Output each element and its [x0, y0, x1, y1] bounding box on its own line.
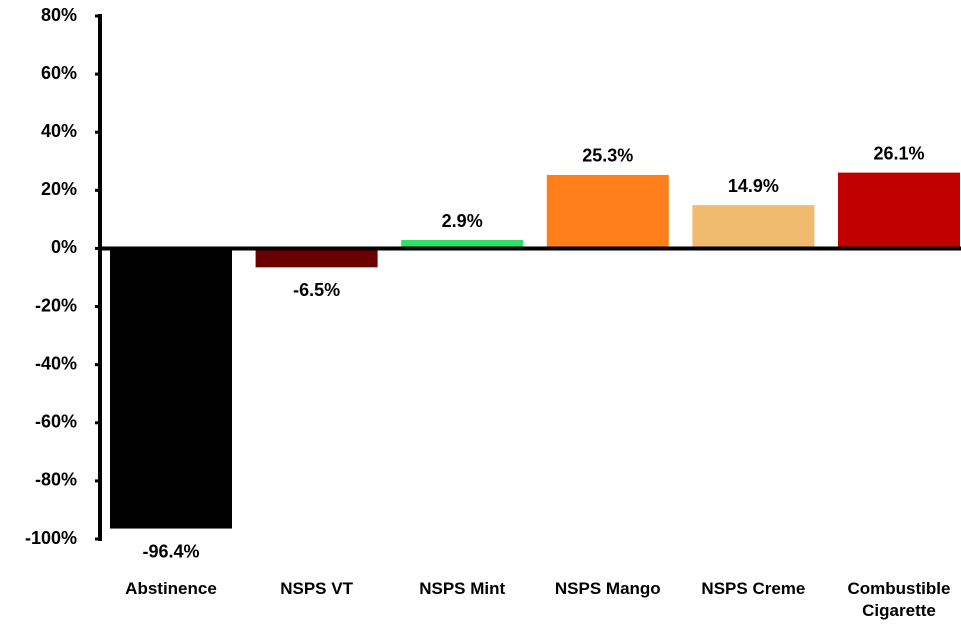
y-tick-label: 60% — [41, 63, 77, 83]
y-tick-label: -40% — [35, 353, 77, 373]
x-tick-label: NSPS VT — [280, 579, 353, 598]
y-tick-label: -100% — [25, 528, 77, 548]
value-label: -96.4% — [142, 541, 199, 561]
bar — [401, 240, 524, 249]
x-tick-label: Combustible Cigarette — [847, 579, 951, 620]
y-tick-label: 20% — [41, 179, 77, 199]
y-tick-label: -80% — [35, 470, 77, 490]
value-label: 2.9% — [442, 211, 483, 231]
bar — [110, 248, 232, 529]
x-tick-label: NSPS Mint — [419, 579, 506, 598]
x-tick-label: NSPS Creme — [701, 579, 806, 598]
bar — [546, 174, 669, 249]
y-tick-label: -20% — [35, 295, 77, 315]
y-tick-label: 40% — [41, 121, 77, 141]
bar — [838, 172, 960, 249]
value-label: 26.1% — [873, 143, 924, 163]
x-tick-label: Abstinence — [125, 579, 217, 598]
y-tick-label: -60% — [35, 412, 77, 432]
y-tick-label: 0% — [51, 237, 77, 257]
bar — [255, 248, 378, 268]
value-label: -6.5% — [293, 280, 340, 300]
bar — [692, 205, 815, 249]
y-tick-label: 80% — [41, 5, 77, 25]
x-tick-label: NSPS Mango — [554, 579, 661, 598]
value-label: 14.9% — [728, 176, 779, 196]
value-label: 25.3% — [582, 146, 633, 166]
